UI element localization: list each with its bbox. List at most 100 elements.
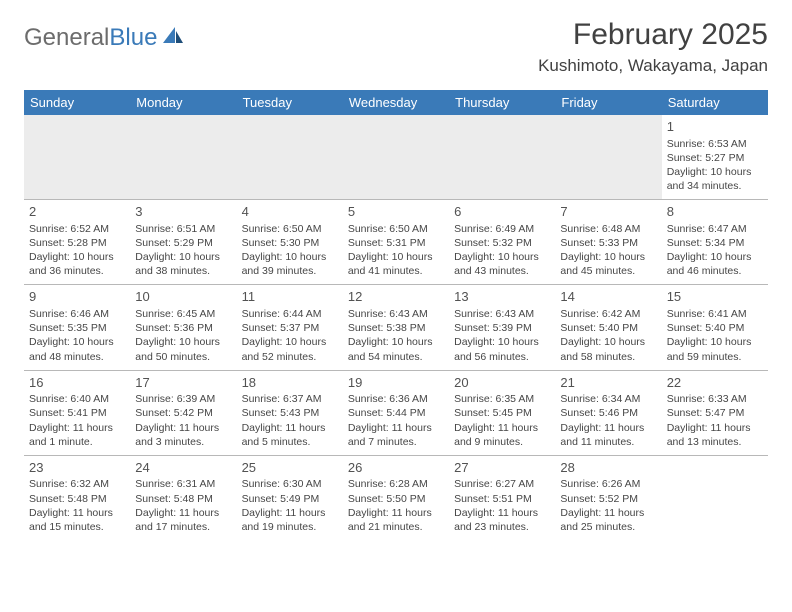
daylight-text: Daylight: 10 hours and 43 minutes. [454, 250, 550, 278]
day-number: 11 [242, 288, 338, 306]
day-number: 4 [242, 203, 338, 221]
weekday-header: Sunday [24, 90, 130, 115]
day-number: 16 [29, 374, 125, 392]
sunset-text: Sunset: 5:45 PM [454, 406, 550, 420]
daylight-text: Daylight: 10 hours and 58 minutes. [560, 335, 656, 363]
sunset-text: Sunset: 5:47 PM [667, 406, 763, 420]
calendar-day-cell: 16Sunrise: 6:40 AMSunset: 5:41 PMDayligh… [24, 370, 130, 455]
weekday-header: Tuesday [237, 90, 343, 115]
daylight-text: Daylight: 10 hours and 54 minutes. [348, 335, 444, 363]
sunrise-text: Sunrise: 6:50 AM [348, 222, 444, 236]
sunset-text: Sunset: 5:29 PM [135, 236, 231, 250]
calendar-day-cell: 13Sunrise: 6:43 AMSunset: 5:39 PMDayligh… [449, 285, 555, 370]
calendar-day-cell: 1Sunrise: 6:53 AMSunset: 5:27 PMDaylight… [662, 115, 768, 200]
daylight-text: Daylight: 11 hours and 19 minutes. [242, 506, 338, 534]
sunset-text: Sunset: 5:36 PM [135, 321, 231, 335]
calendar-day-cell: 4Sunrise: 6:50 AMSunset: 5:30 PMDaylight… [237, 200, 343, 285]
calendar-day-cell: 7Sunrise: 6:48 AMSunset: 5:33 PMDaylight… [555, 200, 661, 285]
day-number: 15 [667, 288, 763, 306]
calendar-day-cell: 24Sunrise: 6:31 AMSunset: 5:48 PMDayligh… [130, 455, 236, 540]
calendar-day-cell: 21Sunrise: 6:34 AMSunset: 5:46 PMDayligh… [555, 370, 661, 455]
calendar-head: SundayMondayTuesdayWednesdayThursdayFrid… [24, 90, 768, 115]
day-number: 8 [667, 203, 763, 221]
day-number: 2 [29, 203, 125, 221]
sunset-text: Sunset: 5:41 PM [29, 406, 125, 420]
daylight-text: Daylight: 11 hours and 23 minutes. [454, 506, 550, 534]
day-number: 13 [454, 288, 550, 306]
daylight-text: Daylight: 11 hours and 17 minutes. [135, 506, 231, 534]
daylight-text: Daylight: 10 hours and 50 minutes. [135, 335, 231, 363]
calendar-week-row: 2Sunrise: 6:52 AMSunset: 5:28 PMDaylight… [24, 200, 768, 285]
sunrise-text: Sunrise: 6:47 AM [667, 222, 763, 236]
sunset-text: Sunset: 5:52 PM [560, 492, 656, 506]
sunrise-text: Sunrise: 6:28 AM [348, 477, 444, 491]
sunset-text: Sunset: 5:50 PM [348, 492, 444, 506]
sail-icon [161, 24, 185, 52]
weekday-header: Friday [555, 90, 661, 115]
daylight-text: Daylight: 10 hours and 48 minutes. [29, 335, 125, 363]
sunset-text: Sunset: 5:32 PM [454, 236, 550, 250]
daylight-text: Daylight: 11 hours and 11 minutes. [560, 421, 656, 449]
calendar-week-row: 16Sunrise: 6:40 AMSunset: 5:41 PMDayligh… [24, 370, 768, 455]
calendar-day-cell: 25Sunrise: 6:30 AMSunset: 5:49 PMDayligh… [237, 455, 343, 540]
calendar-table: SundayMondayTuesdayWednesdayThursdayFrid… [24, 90, 768, 540]
sunset-text: Sunset: 5:40 PM [667, 321, 763, 335]
calendar-empty-cell [555, 115, 661, 200]
calendar-day-cell: 20Sunrise: 6:35 AMSunset: 5:45 PMDayligh… [449, 370, 555, 455]
title-block: February 2025 Kushimoto, Wakayama, Japan [538, 18, 768, 76]
sunset-text: Sunset: 5:48 PM [135, 492, 231, 506]
calendar-week-row: 9Sunrise: 6:46 AMSunset: 5:35 PMDaylight… [24, 285, 768, 370]
sunrise-text: Sunrise: 6:33 AM [667, 392, 763, 406]
calendar-day-cell: 8Sunrise: 6:47 AMSunset: 5:34 PMDaylight… [662, 200, 768, 285]
sunset-text: Sunset: 5:44 PM [348, 406, 444, 420]
sunrise-text: Sunrise: 6:45 AM [135, 307, 231, 321]
daylight-text: Daylight: 10 hours and 56 minutes. [454, 335, 550, 363]
sunrise-text: Sunrise: 6:44 AM [242, 307, 338, 321]
calendar-day-cell: 11Sunrise: 6:44 AMSunset: 5:37 PMDayligh… [237, 285, 343, 370]
sunset-text: Sunset: 5:33 PM [560, 236, 656, 250]
daylight-text: Daylight: 10 hours and 36 minutes. [29, 250, 125, 278]
sunset-text: Sunset: 5:35 PM [29, 321, 125, 335]
day-number: 20 [454, 374, 550, 392]
day-number: 28 [560, 459, 656, 477]
sunrise-text: Sunrise: 6:51 AM [135, 222, 231, 236]
daylight-text: Daylight: 11 hours and 25 minutes. [560, 506, 656, 534]
day-number: 5 [348, 203, 444, 221]
calendar-day-cell: 22Sunrise: 6:33 AMSunset: 5:47 PMDayligh… [662, 370, 768, 455]
calendar-week-row: 23Sunrise: 6:32 AMSunset: 5:48 PMDayligh… [24, 455, 768, 540]
daylight-text: Daylight: 10 hours and 39 minutes. [242, 250, 338, 278]
sunset-text: Sunset: 5:46 PM [560, 406, 656, 420]
sunrise-text: Sunrise: 6:53 AM [667, 137, 763, 151]
location: Kushimoto, Wakayama, Japan [538, 56, 768, 76]
calendar-empty-cell [449, 115, 555, 200]
calendar-week-row: 1Sunrise: 6:53 AMSunset: 5:27 PMDaylight… [24, 115, 768, 200]
day-number: 1 [667, 118, 763, 136]
sunrise-text: Sunrise: 6:31 AM [135, 477, 231, 491]
daylight-text: Daylight: 11 hours and 3 minutes. [135, 421, 231, 449]
calendar-day-cell: 27Sunrise: 6:27 AMSunset: 5:51 PMDayligh… [449, 455, 555, 540]
daylight-text: Daylight: 11 hours and 9 minutes. [454, 421, 550, 449]
calendar-day-cell: 14Sunrise: 6:42 AMSunset: 5:40 PMDayligh… [555, 285, 661, 370]
weekday-header: Wednesday [343, 90, 449, 115]
sunrise-text: Sunrise: 6:35 AM [454, 392, 550, 406]
sunrise-text: Sunrise: 6:26 AM [560, 477, 656, 491]
sunrise-text: Sunrise: 6:49 AM [454, 222, 550, 236]
daylight-text: Daylight: 10 hours and 52 minutes. [242, 335, 338, 363]
calendar-day-cell: 19Sunrise: 6:36 AMSunset: 5:44 PMDayligh… [343, 370, 449, 455]
day-number: 17 [135, 374, 231, 392]
daylight-text: Daylight: 10 hours and 38 minutes. [135, 250, 231, 278]
day-number: 26 [348, 459, 444, 477]
daylight-text: Daylight: 10 hours and 46 minutes. [667, 250, 763, 278]
brand-part2: Blue [109, 24, 157, 52]
calendar-day-cell: 17Sunrise: 6:39 AMSunset: 5:42 PMDayligh… [130, 370, 236, 455]
calendar-empty-cell [343, 115, 449, 200]
sunrise-text: Sunrise: 6:46 AM [29, 307, 125, 321]
sunset-text: Sunset: 5:43 PM [242, 406, 338, 420]
weekday-header: Monday [130, 90, 236, 115]
sunrise-text: Sunrise: 6:37 AM [242, 392, 338, 406]
sunrise-text: Sunrise: 6:41 AM [667, 307, 763, 321]
daylight-text: Daylight: 11 hours and 13 minutes. [667, 421, 763, 449]
day-number: 12 [348, 288, 444, 306]
day-number: 23 [29, 459, 125, 477]
sunrise-text: Sunrise: 6:30 AM [242, 477, 338, 491]
